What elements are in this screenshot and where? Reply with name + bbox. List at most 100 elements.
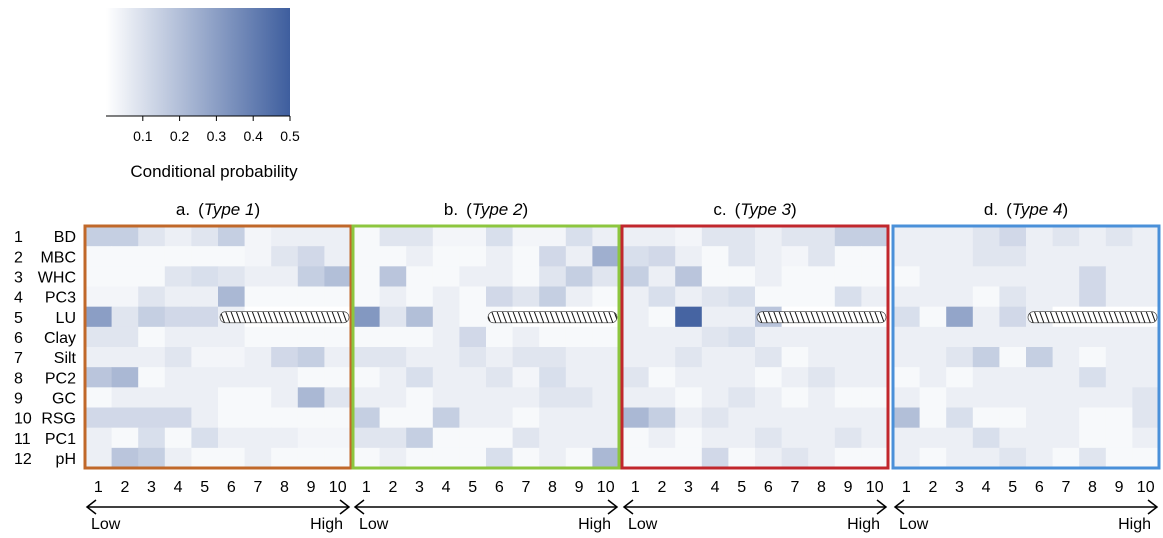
heatmap-cell xyxy=(164,367,192,388)
heatmap-cell xyxy=(728,407,756,429)
heatmap-cell xyxy=(1105,367,1133,388)
heatmap-cell xyxy=(486,246,514,267)
heatmap-cell xyxy=(271,326,299,348)
heatmap-cell xyxy=(592,226,620,247)
heatmap-cell xyxy=(111,427,139,449)
column-label: 9 xyxy=(575,479,584,496)
heatmap-cell xyxy=(675,387,703,408)
heatmap-cell xyxy=(297,226,325,247)
heatmap-cell xyxy=(701,306,729,328)
heatmap-cell xyxy=(297,447,325,469)
heatmap-cell xyxy=(728,226,756,247)
heatmap-cell xyxy=(728,427,756,449)
heatmap-cell xyxy=(781,347,809,368)
heatmap-cell xyxy=(406,226,434,247)
heatmap-cell xyxy=(861,407,889,429)
heatmap-cell xyxy=(919,447,947,469)
row-number: 6 xyxy=(14,330,23,347)
panel-type-label: Type 2 xyxy=(472,200,523,219)
heatmap-cell xyxy=(592,387,620,408)
heatmap-cell xyxy=(972,246,1000,267)
heatmap-cell xyxy=(324,226,352,247)
heatmap-cell xyxy=(138,246,166,267)
heatmap-cell xyxy=(539,246,567,267)
heatmap-cell xyxy=(808,387,836,408)
heatmap-cell xyxy=(85,387,113,408)
heatmap-cell xyxy=(297,387,325,408)
heatmap-cell xyxy=(353,367,381,388)
panel-paren-open: ( xyxy=(198,200,204,219)
heatmap-cell xyxy=(218,266,246,287)
heatmap-cell xyxy=(353,266,381,287)
heatmap-cell xyxy=(919,286,947,308)
heatmap-cell xyxy=(781,286,809,308)
heatmap-cell xyxy=(781,367,809,388)
heatmap-cell xyxy=(592,427,620,449)
heatmap-cell xyxy=(486,347,514,368)
heatmap-cell xyxy=(353,246,381,267)
heatmap-cell xyxy=(297,326,325,348)
heatmap-cell xyxy=(834,407,862,429)
heatmap-cell xyxy=(648,347,676,368)
row-label: PC3 xyxy=(45,290,76,307)
heatmap-cell xyxy=(755,226,783,247)
heatmap-cell xyxy=(1052,347,1080,368)
row-number: 11 xyxy=(14,431,31,448)
heatmap-cell xyxy=(459,347,487,368)
arrow-left-head xyxy=(85,499,97,515)
heatmap-cell xyxy=(919,347,947,368)
panel-title: c. (Type 3) xyxy=(713,200,796,219)
heatmap-cell xyxy=(728,447,756,469)
heatmap-cell xyxy=(592,266,620,287)
heatmap-cell xyxy=(244,266,272,287)
heatmap-cell xyxy=(861,367,889,388)
arrow-right-head xyxy=(607,499,619,515)
heatmap-cell xyxy=(85,226,113,247)
heatmap-cell xyxy=(406,326,434,348)
heatmap-cell xyxy=(592,326,620,348)
column-label: 7 xyxy=(790,479,799,496)
column-label: 4 xyxy=(174,479,183,496)
heatmap-cell xyxy=(919,367,947,388)
heatmap-cell xyxy=(919,326,947,348)
heatmap-cell xyxy=(459,306,487,328)
heatmap-cell xyxy=(218,246,246,267)
heatmap-cell xyxy=(1132,347,1160,368)
heatmap-cell xyxy=(111,367,139,388)
heatmap-cell xyxy=(622,266,650,287)
heatmap-cell xyxy=(1105,387,1133,408)
column-label: 1 xyxy=(631,479,640,496)
column-label: 8 xyxy=(548,479,557,496)
heatmap-cell xyxy=(1132,286,1160,308)
heatmap-cell xyxy=(111,306,139,328)
heatmap-cell xyxy=(539,326,567,348)
heatmap-cell xyxy=(972,326,1000,348)
column-label: 1 xyxy=(902,479,911,496)
heatmap-cell xyxy=(592,286,620,308)
heatmap-cell xyxy=(432,427,460,449)
heatmap-cell xyxy=(218,387,246,408)
heatmap-cell xyxy=(324,367,352,388)
heatmap-cell xyxy=(486,387,514,408)
row-label: PC1 xyxy=(45,431,76,448)
heatmap-cell xyxy=(946,347,974,368)
heatmap-cell xyxy=(622,347,650,368)
heatmap-cell xyxy=(138,326,166,348)
heatmap-cell xyxy=(919,306,947,328)
heatmap-cell xyxy=(946,326,974,348)
panel-type-label: Type 3 xyxy=(740,200,791,219)
heatmap-cell xyxy=(728,326,756,348)
row-number: 5 xyxy=(14,310,23,327)
panel-letter: c. xyxy=(713,200,726,219)
heatmap-cell xyxy=(432,387,460,408)
column-label: 1 xyxy=(94,479,103,496)
axis-high-label: High xyxy=(578,516,611,533)
heatmap-cell xyxy=(808,246,836,267)
heatmap-cell xyxy=(565,367,593,388)
heatmap-cell xyxy=(1132,326,1160,348)
heatmap-cell xyxy=(893,326,921,348)
heatmap-cell xyxy=(972,266,1000,287)
panel-border xyxy=(620,224,890,470)
heatmap-cell xyxy=(379,367,407,388)
